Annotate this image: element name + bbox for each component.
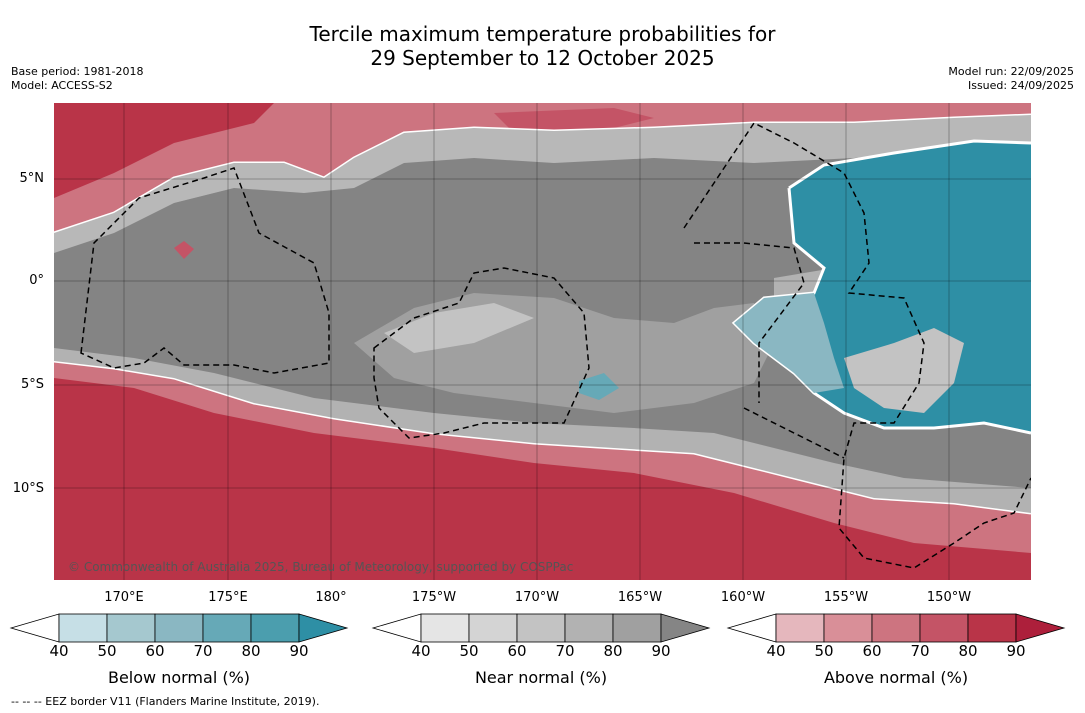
- colorbar-tick-label: 60: [862, 642, 882, 660]
- colorbar-tick-label: 80: [241, 642, 261, 660]
- lon-label-165w: 165°W: [617, 590, 663, 605]
- colorbar-segment: [58, 613, 108, 643]
- lon-label-170w: 170°W: [514, 590, 560, 605]
- above-normal-south-core: [54, 378, 1031, 580]
- colorbar-segment: [420, 613, 470, 643]
- title-line-1: Tercile maximum temperature probabilitie…: [309, 22, 776, 46]
- lat-label-5s: 5°S: [20, 377, 44, 392]
- colorbar-label-above: Above normal (%): [823, 668, 969, 687]
- above-normal-north-core: [54, 103, 274, 198]
- colorbar-segment: [106, 613, 156, 643]
- above-normal-spot: [174, 241, 194, 259]
- colorbar-extend-low: [9, 613, 60, 643]
- colorbar-tick-label: 90: [1006, 642, 1026, 660]
- colorbar-tick-label: 80: [958, 642, 978, 660]
- colorbar-tick-label: 40: [411, 642, 431, 660]
- colorbar-tick-label: 50: [814, 642, 834, 660]
- colorbar-tick-label: 40: [766, 642, 786, 660]
- colorbar-tick-label: 50: [97, 642, 117, 660]
- colorbar-extend-high: [1015, 613, 1066, 643]
- copyright-notice: © Commonwealth of Australia 2025, Bureau…: [68, 560, 574, 574]
- lat-label-0: 0°: [29, 273, 44, 288]
- colorbar-extend-low: [371, 613, 422, 643]
- colorbar-segment: [564, 613, 614, 643]
- lat-label-5n: 5°N: [19, 171, 45, 186]
- lon-label-155w: 155°W: [823, 590, 869, 605]
- lon-label-175e: 175°E: [208, 590, 248, 605]
- colorbar-tick-label: 90: [289, 642, 309, 660]
- colorbar-segment: [967, 613, 1017, 643]
- lon-label-150w: 150°W: [926, 590, 972, 605]
- colorbar-tick-label: 80: [603, 642, 623, 660]
- model-name: Model: ACCESS-S2: [11, 79, 113, 92]
- eez-legend: -- -- -- EEZ border V11 (Flanders Marine…: [11, 695, 320, 708]
- colorbar-tick-label: 60: [507, 642, 527, 660]
- colorbar-tick-label: 50: [459, 642, 479, 660]
- chart-title: Tercile maximum temperature probabilitie…: [0, 22, 1085, 70]
- colorbar-label-below: Below normal (%): [107, 668, 251, 687]
- colorbar-tick-label: 70: [910, 642, 930, 660]
- below-normal-east-light: [734, 293, 844, 393]
- colorbar-tick-label: 70: [555, 642, 575, 660]
- colorbar-segment: [202, 613, 252, 643]
- colorbar-segment: [516, 613, 566, 643]
- lon-label-160w: 160°W: [720, 590, 766, 605]
- near-normal-north-band: [54, 115, 1031, 253]
- below-normal-small: [579, 373, 619, 400]
- colorbar-below-normal: [9, 613, 349, 643]
- colorbar-tick-label: 40: [49, 642, 69, 660]
- colorbar-segment: [250, 613, 300, 643]
- meta-right: Model run: 22/09/2025 Issued: 24/09/2025: [948, 65, 1074, 93]
- map-canvas: [54, 103, 1031, 580]
- colorbar-near-normal: [371, 613, 711, 643]
- colorbar-extend-high: [660, 613, 711, 643]
- title-line-2: 29 September to 12 October 2025: [370, 46, 715, 70]
- near-normal-south-band: [54, 348, 1031, 513]
- colorbar-extend-high: [298, 613, 349, 643]
- colorbar-above-normal: [726, 613, 1066, 643]
- lon-label-175w: 175°W: [411, 590, 457, 605]
- near-normal-east-island: [844, 328, 964, 413]
- colorbar-tick-label: 70: [193, 642, 213, 660]
- colorbar-segment: [612, 613, 662, 643]
- lon-label-180: 180°: [315, 590, 347, 605]
- issued-date: Issued: 24/09/2025: [967, 79, 1074, 92]
- colorbar-segment: [154, 613, 204, 643]
- lon-label-170e: 170°E: [104, 590, 144, 605]
- colorbar-segment: [871, 613, 921, 643]
- above-normal-north: [54, 103, 1031, 233]
- probability-map: [54, 103, 1031, 580]
- near-normal-light-patch: [384, 303, 534, 353]
- meta-left: Base period: 1981-2018 Model: ACCESS-S2: [11, 65, 143, 93]
- colorbars: [9, 613, 1066, 643]
- graticule: [54, 103, 1031, 580]
- colorbar-tick-label: 60: [145, 642, 165, 660]
- colorbar-segment: [468, 613, 518, 643]
- colorbar-label-near: Near normal (%): [474, 668, 608, 687]
- lat-label-10s: 10°S: [12, 481, 44, 496]
- colorbar-segment: [775, 613, 825, 643]
- colorbar-segment: [919, 613, 969, 643]
- colorbar-tick-label: 90: [651, 642, 671, 660]
- eez-borders: [80, 122, 1031, 569]
- colorbar-segment: [823, 613, 873, 643]
- base-period: Base period: 1981-2018: [11, 65, 144, 78]
- model-run: Model run: 22/09/2025: [948, 65, 1074, 78]
- colorbar-extend-low: [726, 613, 777, 643]
